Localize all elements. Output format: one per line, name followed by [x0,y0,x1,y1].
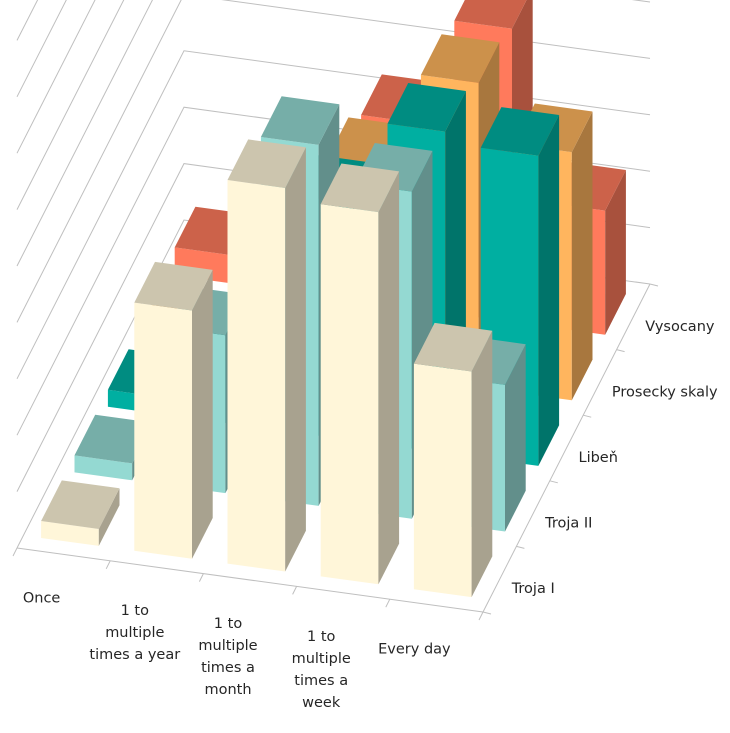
category-tick [105,560,111,570]
category-label: 1 to multiple times a year [89,603,180,663]
gridline [16,0,651,267]
category-label-line: 1 to [307,629,336,645]
bar-top [420,34,500,83]
bar-side [192,269,213,559]
bar-side [378,171,400,585]
bar-top [480,107,560,156]
bar-front [134,302,192,559]
chart-axes [12,283,659,621]
category-label-line: times a [201,660,255,676]
gridline [16,0,96,154]
bar-troja-i-4 [413,322,493,598]
category-label-line: times a [294,673,348,689]
bar-front [413,363,472,598]
bar-top [387,83,466,132]
bar-front [74,455,133,481]
bar-troja-i-1 [134,261,213,559]
series-label-troja-i: Troja I [511,581,555,597]
series-label-troja-ii: Troja II [544,516,592,532]
category-label-line: multiple [292,651,351,667]
bar-troja-i-3 [320,163,400,585]
category-label: Every day [378,642,451,658]
bar-side [471,330,493,598]
category-label-line: 1 to [214,616,243,632]
category-tick [385,598,391,608]
series-axis-line [482,283,651,613]
bar-top [227,139,306,188]
bar-troja-i-0 [41,480,120,546]
bar-top [260,96,340,145]
chart-labels: Once 1 to multiple times a year 1 to multiple… [23,319,718,711]
category-label-line: month [204,682,251,698]
series-label-prosecky-skaly: Prosecky skaly [612,384,718,400]
gridline [16,0,125,210]
bar-side [98,488,120,546]
bar-top [74,414,153,464]
category-label-line: week [302,695,341,711]
series-label-liben: Libeň [579,450,618,466]
category-tick [12,547,18,557]
bar-top [320,163,400,213]
bar-side [571,111,593,401]
bar-top [134,261,213,311]
bar-top [413,322,493,372]
bar-side [538,115,560,466]
series-label-vysocany: Vysocany [645,319,715,335]
category-label-line: times a year [89,647,180,663]
category-tick [478,611,484,621]
category-axis-line [16,547,484,613]
bar-side [285,147,306,572]
chart-bars [41,0,626,598]
bar-front [320,204,379,585]
category-label-line: 1 to [121,603,150,619]
series-tick [482,611,492,615]
category-label: Once [23,590,61,606]
category-tick [198,573,204,582]
bar-troja-i-2 [227,139,306,572]
category-label-line: Once [23,590,61,606]
category-label-line: multiple [198,638,257,654]
category-tick [292,586,298,595]
bar-side [605,170,626,335]
category-label-line: multiple [105,625,164,641]
category-label: 1 to multiple times a month [198,616,257,698]
category-label: 1 to multiple times a week [292,629,351,711]
bar-front [227,180,286,572]
category-label-line: Every day [378,642,451,658]
bar-side [505,344,526,532]
bar-top [454,0,527,29]
series-tick [549,480,558,484]
series-tick [583,414,592,418]
series-tick [649,283,659,287]
series-tick [516,545,525,549]
bar-top [41,480,120,529]
series-tick [616,349,625,353]
bar-front [41,521,99,546]
